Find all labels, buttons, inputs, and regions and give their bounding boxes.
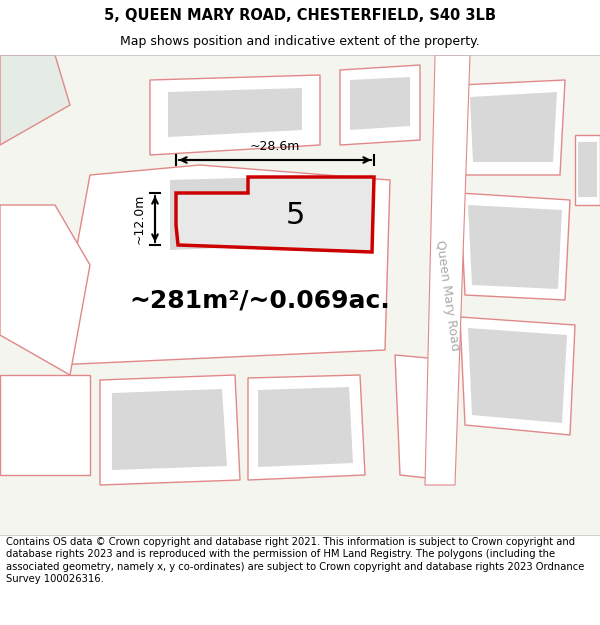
Polygon shape <box>350 77 410 130</box>
Polygon shape <box>468 205 562 289</box>
Polygon shape <box>340 65 420 145</box>
Polygon shape <box>470 92 557 162</box>
Polygon shape <box>112 389 227 470</box>
Text: Map shows position and indicative extent of the property.: Map shows position and indicative extent… <box>120 35 480 48</box>
Polygon shape <box>176 177 374 252</box>
Text: Queen Mary Road: Queen Mary Road <box>433 239 461 351</box>
Polygon shape <box>460 80 565 175</box>
Polygon shape <box>0 55 70 145</box>
Text: ~28.6m: ~28.6m <box>250 139 300 152</box>
Text: 5: 5 <box>286 201 305 229</box>
Polygon shape <box>55 165 390 365</box>
Polygon shape <box>425 55 470 485</box>
Polygon shape <box>168 88 302 137</box>
Polygon shape <box>0 55 600 535</box>
Polygon shape <box>258 387 353 467</box>
Polygon shape <box>395 355 450 480</box>
Polygon shape <box>150 75 320 155</box>
Polygon shape <box>100 375 240 485</box>
Text: ~281m²/~0.069ac.: ~281m²/~0.069ac. <box>130 288 391 312</box>
Polygon shape <box>0 375 90 475</box>
Text: 5, QUEEN MARY ROAD, CHESTERFIELD, S40 3LB: 5, QUEEN MARY ROAD, CHESTERFIELD, S40 3L… <box>104 8 496 23</box>
Polygon shape <box>575 135 600 205</box>
Polygon shape <box>248 375 365 480</box>
Polygon shape <box>460 317 575 435</box>
Text: ~12.0m: ~12.0m <box>133 194 146 244</box>
Polygon shape <box>578 142 597 197</box>
Polygon shape <box>170 175 350 250</box>
Polygon shape <box>468 328 567 423</box>
Polygon shape <box>0 205 90 375</box>
Polygon shape <box>460 193 570 300</box>
Text: Contains OS data © Crown copyright and database right 2021. This information is : Contains OS data © Crown copyright and d… <box>6 537 584 584</box>
